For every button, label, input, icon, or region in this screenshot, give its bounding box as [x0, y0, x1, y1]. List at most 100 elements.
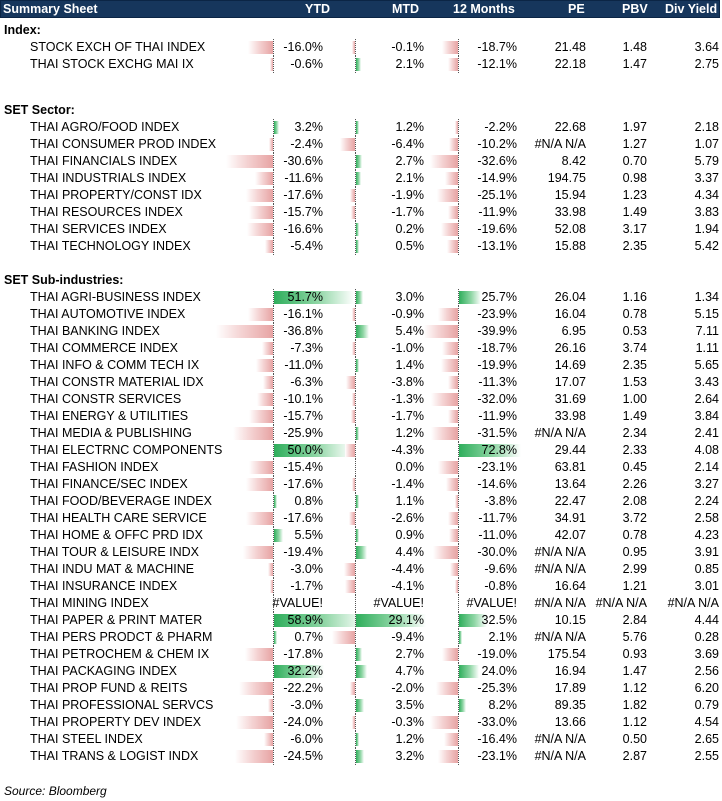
mtd-axis-line — [355, 119, 356, 136]
ytd-databar — [248, 41, 273, 54]
section-heading: Index: — [0, 22, 722, 39]
ytd-databar — [245, 512, 273, 525]
m12-axis-line — [458, 595, 459, 612]
div-value: 3.27 — [694, 477, 719, 491]
pbv-value: 2.08 — [622, 494, 647, 508]
table-row: THAI AGRO/FOOD INDEX 3.2% 1.2% -2.2% 22.68 1.… — [0, 119, 722, 136]
table-row: THAI FOOD/BEVERAGE INDEX 0.8% 1.1% -3.8% 22.… — [0, 493, 722, 510]
ytd-databar — [238, 682, 273, 695]
pe-value: 17.89 — [554, 681, 586, 695]
ytd-databar — [263, 733, 273, 746]
div-value: 4.08 — [694, 443, 719, 457]
table-row: THAI BANKING INDEX -36.8% 5.4% -39.9% 6.95 0.… — [0, 323, 722, 340]
m12-databar — [432, 546, 458, 559]
ytd-axis-line — [273, 714, 274, 731]
index-name: THAI TECHNOLOGY INDEX — [30, 239, 191, 253]
index-name: THAI PROPERTY DEV INDEX — [30, 715, 202, 729]
ytd-value: -19.4% — [283, 545, 323, 559]
ytd-value: 3.2% — [294, 120, 324, 134]
pe-value: 89.35 — [554, 698, 586, 712]
index-name: THAI PROFESSIONAL SERVCS — [30, 698, 214, 712]
m12-databar — [445, 478, 458, 491]
ytd-axis-line — [273, 170, 274, 187]
m12-axis-line — [458, 119, 459, 136]
mtd-databar — [356, 648, 363, 661]
pbv-value: #N/A N/A — [595, 596, 647, 610]
mtd-databar — [356, 359, 360, 372]
pe-value: 52.08 — [554, 222, 586, 236]
m12-databar — [459, 291, 481, 304]
col-ytd-header: YTD — [305, 2, 330, 16]
pe-value: 63.81 — [554, 460, 586, 474]
ytd-axis-line — [273, 646, 274, 663]
ytd-axis-line — [273, 289, 274, 306]
index-name: THAI BANKING INDEX — [30, 324, 160, 338]
mtd-databar — [332, 631, 355, 644]
ytd-axis-line — [273, 544, 274, 561]
mtd-value: -2.6% — [391, 511, 424, 525]
ytd-axis-line — [273, 238, 274, 255]
m12-databar — [429, 716, 458, 729]
ytd-value: -30.6% — [283, 154, 323, 168]
index-name: THAI CONSTR SERVICES — [30, 392, 182, 406]
pbv-value: 2.87 — [622, 749, 647, 763]
ytd-value: -6.3% — [290, 375, 323, 389]
div-value: 3.64 — [694, 40, 719, 54]
ytd-value: -24.0% — [283, 715, 323, 729]
pe-value: 6.95 — [561, 324, 586, 338]
mtd-value: -3.8% — [391, 375, 424, 389]
mtd-value: -1.0% — [391, 341, 424, 355]
mtd-value: -9.4% — [391, 630, 424, 644]
mtd-databar — [339, 138, 355, 151]
pe-value: 194.75 — [547, 171, 586, 185]
table-row: THAI STEEL INDEX -6.0% 1.2% -16.4% #N/A N/A 0… — [0, 731, 722, 748]
table-row: THAI PROFESSIONAL SERVCS -3.0% 3.5% 8.2% 89.… — [0, 697, 722, 714]
mtd-databar — [352, 41, 355, 54]
index-name: THAI FASHION INDEX — [30, 460, 159, 474]
ytd-databar — [215, 325, 273, 338]
m12-axis-line — [458, 561, 459, 578]
mtd-axis-line — [355, 731, 356, 748]
mtd-axis-line — [355, 493, 356, 510]
mtd-axis-line — [355, 340, 356, 357]
pbv-value: 1.49 — [622, 409, 647, 423]
m12-axis-line — [458, 680, 459, 697]
m12-value: 2.1% — [488, 630, 518, 644]
mtd-value: 3.2% — [395, 749, 425, 763]
mtd-value: -1.9% — [391, 188, 424, 202]
ytd-value: -17.6% — [283, 477, 323, 491]
mtd-databar — [356, 614, 426, 627]
ytd-axis-line — [273, 39, 274, 56]
table-row: THAI PAPER & PRINT MATER 58.9% 29.1% 32.5% 1… — [0, 612, 722, 629]
pe-value: 15.94 — [554, 188, 586, 202]
pe-value: 31.69 — [554, 392, 586, 406]
div-value: 5.42 — [694, 239, 719, 253]
div-value: 3.69 — [694, 647, 719, 661]
mtd-axis-line — [355, 629, 356, 646]
ytd-databar — [268, 699, 273, 712]
mtd-databar — [356, 121, 359, 134]
mtd-databar — [356, 427, 359, 440]
m12-axis-line — [458, 612, 459, 629]
pbv-value: 1.53 — [622, 375, 647, 389]
ytd-value: 5.5% — [294, 528, 324, 542]
m12-value: -14.9% — [477, 171, 517, 185]
m12-value: -2.2% — [484, 120, 517, 134]
m12-axis-line — [458, 697, 459, 714]
m12-databar — [447, 410, 458, 423]
index-name: THAI AUTOMOTIVE INDEX — [30, 307, 186, 321]
table-row: THAI AGRI-BUSINESS INDEX 51.7% 3.0% 25.7% 26… — [0, 289, 722, 306]
m12-value: #VALUE! — [466, 596, 518, 610]
ytd-databar — [263, 376, 273, 389]
div-value: 2.24 — [694, 494, 719, 508]
mtd-axis-line — [355, 238, 356, 255]
m12-value: -14.6% — [477, 477, 517, 491]
ytd-databar — [249, 461, 273, 474]
ytd-databar — [274, 665, 324, 678]
m12-value: -10.2% — [477, 137, 517, 151]
m12-axis-line — [458, 493, 459, 510]
mtd-databar — [356, 240, 359, 253]
mtd-axis-line — [355, 153, 356, 170]
div-value: 2.75 — [694, 57, 719, 71]
mtd-value: -2.0% — [391, 681, 424, 695]
